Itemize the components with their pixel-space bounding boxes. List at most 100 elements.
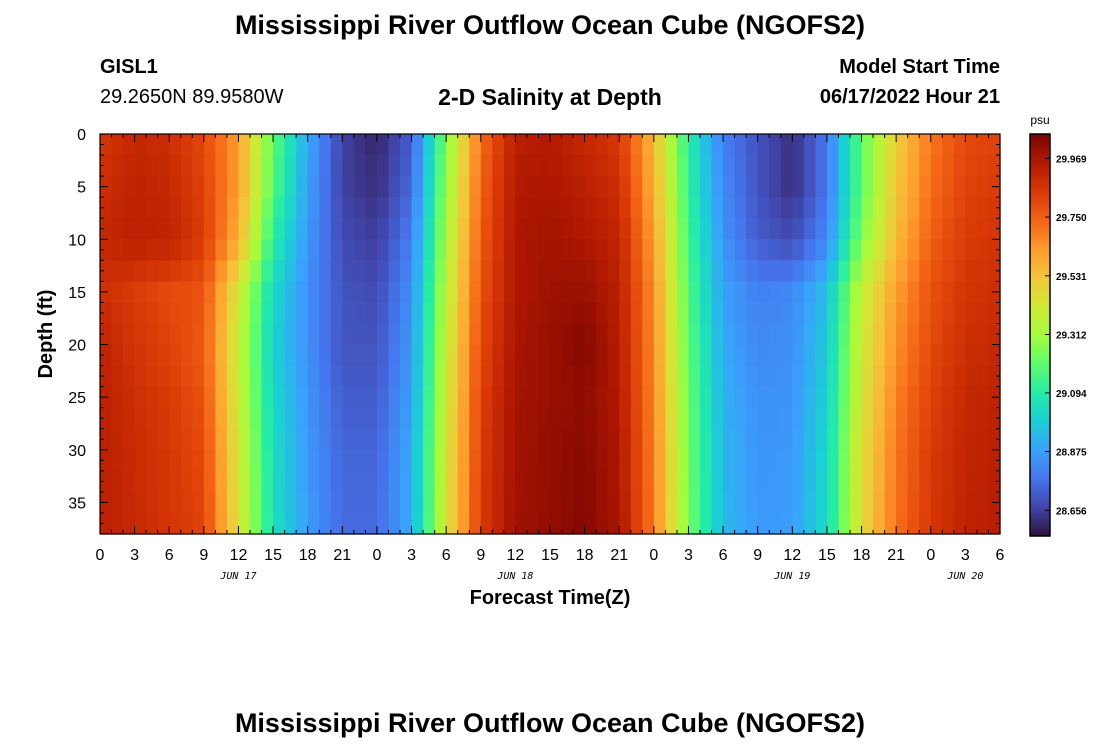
heatmap-cell bbox=[780, 281, 793, 304]
heatmap-cell bbox=[307, 407, 320, 430]
heatmap-cell bbox=[919, 449, 932, 472]
heatmap-cell bbox=[480, 512, 493, 535]
heatmap-cell bbox=[838, 281, 851, 304]
heatmap-cell bbox=[296, 470, 309, 493]
heatmap-cell bbox=[134, 491, 147, 514]
heatmap-cell bbox=[469, 281, 482, 304]
heatmap-cell bbox=[250, 281, 263, 304]
heatmap-cell bbox=[896, 407, 909, 430]
heatmap-cell bbox=[526, 218, 540, 240]
heatmap-cell bbox=[134, 281, 147, 304]
heatmap-cell bbox=[307, 386, 320, 409]
heatmap-cell bbox=[642, 386, 655, 409]
heatmap-cell bbox=[400, 218, 413, 240]
heatmap-cell bbox=[469, 323, 482, 346]
heatmap-cell bbox=[550, 470, 563, 493]
heatmap-cell bbox=[215, 155, 228, 177]
heatmap-cell bbox=[307, 134, 320, 156]
x-tick-label: 6 bbox=[719, 547, 728, 564]
heatmap-cell bbox=[134, 449, 147, 472]
heatmap-cell bbox=[284, 386, 297, 409]
heatmap-cell bbox=[896, 470, 909, 493]
heatmap-cell bbox=[815, 428, 828, 451]
heatmap-cell bbox=[780, 491, 793, 514]
heatmap-cell bbox=[411, 155, 424, 177]
heatmap-cell bbox=[653, 407, 666, 430]
heatmap-cell bbox=[873, 386, 886, 409]
heatmap-cell bbox=[457, 491, 470, 514]
heatmap-cell bbox=[757, 218, 770, 240]
heatmap-cell bbox=[388, 155, 401, 177]
y-tick-label: 5 bbox=[77, 180, 86, 197]
heatmap-cell bbox=[596, 197, 609, 219]
heatmap-cell bbox=[884, 512, 897, 535]
heatmap-cell bbox=[423, 491, 436, 514]
heatmap-cell bbox=[226, 449, 240, 472]
heatmap-cell bbox=[261, 491, 274, 514]
heatmap-cell bbox=[734, 176, 747, 198]
heatmap-cell bbox=[446, 302, 459, 325]
heatmap-cell bbox=[792, 323, 805, 346]
heatmap-cell bbox=[411, 176, 424, 198]
heatmap-cell bbox=[261, 218, 274, 240]
heatmap-cell bbox=[423, 386, 436, 409]
heatmap-cell bbox=[780, 449, 793, 472]
heatmap-cell bbox=[400, 344, 413, 367]
heatmap-cell bbox=[330, 512, 343, 535]
heatmap-cell bbox=[134, 218, 147, 240]
heatmap-cell bbox=[815, 344, 828, 367]
heatmap-cell bbox=[226, 260, 240, 282]
heatmap-cell bbox=[492, 386, 505, 409]
heatmap-cell bbox=[550, 386, 563, 409]
heatmap-cell bbox=[169, 386, 182, 409]
heatmap-cell bbox=[492, 491, 505, 514]
heatmap-cell bbox=[700, 365, 713, 388]
heatmap-cell bbox=[250, 407, 263, 430]
heatmap-cell bbox=[330, 449, 343, 472]
heatmap-cell bbox=[376, 365, 390, 388]
heatmap-cell bbox=[296, 407, 309, 430]
heatmap-cell bbox=[919, 428, 932, 451]
heatmap-cell bbox=[838, 512, 851, 535]
heatmap-cell bbox=[515, 407, 528, 430]
heatmap-cell bbox=[273, 281, 286, 304]
heatmap-cell bbox=[203, 197, 216, 219]
heatmap-cell bbox=[653, 449, 666, 472]
heatmap-cell bbox=[734, 365, 747, 388]
heatmap-cell bbox=[192, 281, 205, 304]
heatmap-cell bbox=[746, 512, 759, 535]
heatmap-cell bbox=[746, 491, 759, 514]
heatmap-cell bbox=[607, 365, 620, 388]
heatmap-cell bbox=[146, 386, 159, 409]
heatmap-cell bbox=[861, 428, 874, 451]
heatmap-cell bbox=[584, 155, 597, 177]
heatmap-cell bbox=[896, 323, 909, 346]
x-tick-label: 0 bbox=[649, 547, 658, 564]
heatmap-cell bbox=[526, 281, 540, 304]
heatmap-cell bbox=[273, 365, 286, 388]
heatmap-cell bbox=[780, 386, 793, 409]
heatmap-cell bbox=[238, 323, 251, 346]
heatmap-cell bbox=[296, 386, 309, 409]
heatmap-cell bbox=[769, 428, 782, 451]
heatmap-cell bbox=[942, 386, 955, 409]
heatmap-cell bbox=[688, 197, 701, 219]
heatmap-cell bbox=[307, 344, 320, 367]
heatmap-cell bbox=[873, 491, 886, 514]
heatmap-cell bbox=[192, 134, 205, 156]
x-tick-label: 9 bbox=[199, 547, 208, 564]
colorbar-tick-label: 29.750 bbox=[1056, 213, 1087, 224]
heatmap-cell bbox=[169, 428, 182, 451]
x-tick-label: 12 bbox=[783, 547, 801, 564]
heatmap-cell bbox=[388, 218, 401, 240]
heatmap-cell bbox=[723, 134, 736, 156]
heatmap-cell bbox=[711, 512, 724, 535]
heatmap-cell bbox=[446, 512, 459, 535]
heatmap-cell bbox=[238, 344, 251, 367]
heatmap-cell bbox=[942, 134, 955, 156]
heatmap-cell bbox=[226, 302, 240, 325]
date-label: JUN 19 bbox=[773, 571, 810, 582]
heatmap-cell bbox=[157, 407, 170, 430]
heatmap-cell bbox=[480, 365, 493, 388]
heatmap-cell bbox=[180, 176, 193, 198]
